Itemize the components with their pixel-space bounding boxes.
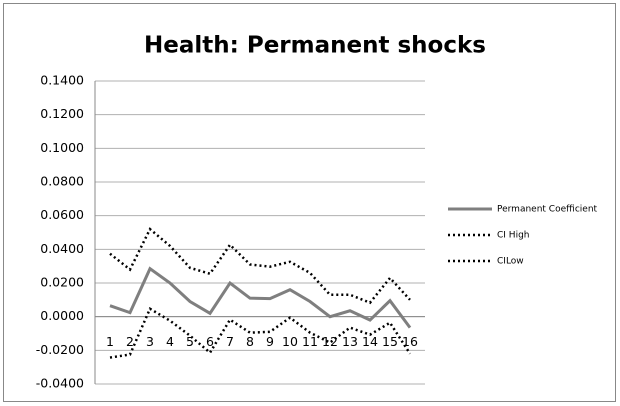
legend-label: CI High xyxy=(497,231,529,241)
legend-label: CILow xyxy=(497,257,524,267)
y-tick-label: 0.1200 xyxy=(40,106,84,121)
x-tick-label: 9 xyxy=(266,334,274,349)
data-line xyxy=(109,227,411,305)
x-tick-label: 8 xyxy=(246,334,254,349)
y-tick-label: 0.0000 xyxy=(40,308,84,323)
y-tick-label: 0.0400 xyxy=(40,241,84,256)
x-tick-label: 12 xyxy=(322,334,338,349)
y-tick-label: -0.0400 xyxy=(36,376,84,391)
data-line xyxy=(109,306,412,359)
x-tick-label: 5 xyxy=(186,334,194,349)
y-tick-label: 0.0200 xyxy=(40,275,84,290)
y-tick-label: 0.0600 xyxy=(40,207,84,222)
x-tick-label: 13 xyxy=(342,334,358,349)
x-tick-label: 14 xyxy=(362,334,378,349)
x-tick-label: 7 xyxy=(226,334,234,349)
y-tick-label: -0.0200 xyxy=(36,342,84,357)
y-tick-label: 0.1400 xyxy=(40,73,84,88)
x-tick-label: 2 xyxy=(126,334,134,349)
x-tick-label: 6 xyxy=(206,334,214,349)
chart-frame xyxy=(3,3,616,402)
x-tick-label: 1 xyxy=(106,334,114,349)
x-tick-label: 15 xyxy=(382,334,398,349)
y-tick-label: 0.1000 xyxy=(40,140,84,155)
x-tick-label: 3 xyxy=(146,334,154,349)
y-tick-label: 0.0800 xyxy=(40,174,84,189)
chart-title: Health: Permanent shocks xyxy=(144,33,486,59)
legend-label: Permanent Coefficient xyxy=(497,205,598,215)
x-tick-label: 4 xyxy=(166,334,174,349)
x-tick-label: 10 xyxy=(282,334,298,349)
data-line xyxy=(109,266,412,329)
x-tick-label: 11 xyxy=(302,334,318,349)
